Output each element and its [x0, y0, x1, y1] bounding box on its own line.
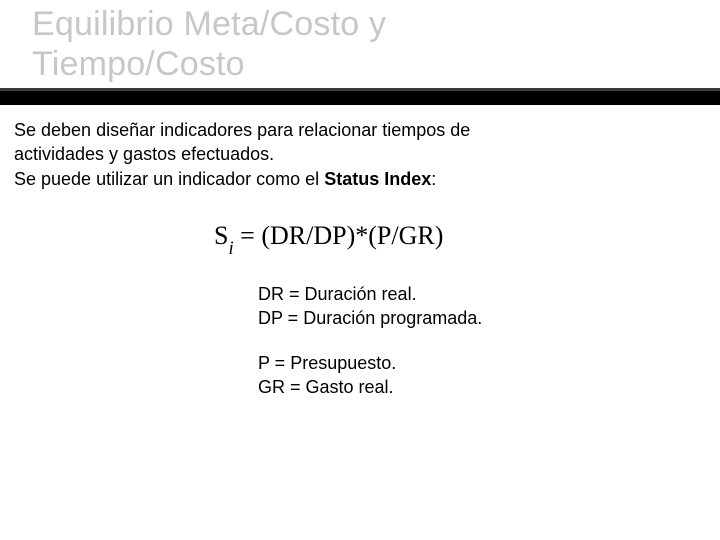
def-gap — [258, 331, 706, 351]
content-area: Se deben diseñar indicadores para relaci… — [14, 118, 706, 399]
def-p: P = Presupuesto. — [258, 351, 706, 375]
formula-subscript: i — [228, 238, 233, 259]
def-dp: DP = Duración programada. — [258, 306, 706, 330]
def-dr: DR = Duración real. — [258, 282, 706, 306]
intro-line-3-pre: Se puede utilizar un indicador como el — [14, 169, 324, 189]
header: Equilibrio Meta/Costo y Tiempo/Costo — [0, 0, 720, 100]
title-line-2: Tiempo/Costo — [32, 45, 245, 83]
title-line-1: Equilibrio Meta/Costo y — [32, 5, 386, 43]
intro-line-1: Se deben diseñar indicadores para relaci… — [14, 120, 470, 140]
def-gr: GR = Gasto real. — [258, 375, 706, 399]
intro-bold: Status Index — [324, 169, 431, 189]
slide-title: Equilibrio Meta/Costo y Tiempo/Costo — [32, 4, 386, 84]
formula-symbol: S — [214, 221, 228, 250]
intro-line-3-post: : — [431, 169, 436, 189]
divider-band — [0, 91, 720, 105]
intro-line-2: actividades y gastos efectuados. — [14, 144, 274, 164]
intro-paragraph: Se deben diseñar indicadores para relaci… — [14, 118, 706, 191]
formula: Si = (DR/DP)*(P/GR) — [214, 221, 706, 256]
formula-rhs: = (DR/DP)*(P/GR) — [234, 221, 444, 250]
definitions: DR = Duración real. DP = Duración progra… — [258, 282, 706, 399]
